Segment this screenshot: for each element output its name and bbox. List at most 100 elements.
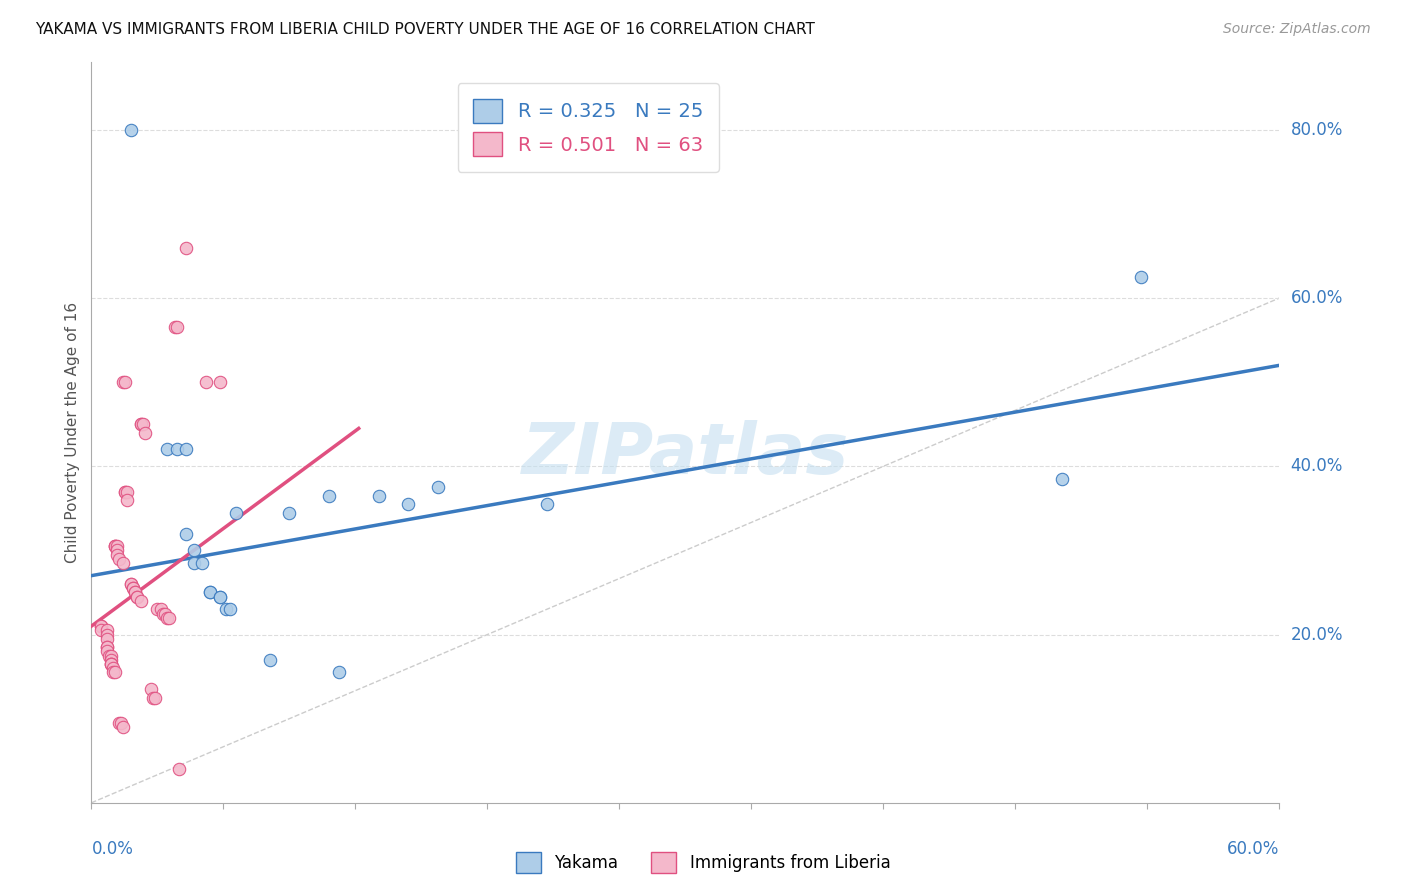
Point xyxy=(200,585,222,599)
Point xyxy=(115,492,138,507)
Point xyxy=(96,644,118,658)
Point xyxy=(157,611,180,625)
Point xyxy=(122,581,145,595)
Point xyxy=(101,665,124,680)
Text: 60.0%: 60.0% xyxy=(1227,840,1279,858)
Point xyxy=(166,442,188,457)
Point xyxy=(1129,270,1152,285)
Point xyxy=(124,585,146,599)
Point xyxy=(124,585,146,599)
Point xyxy=(200,585,222,599)
Point xyxy=(114,375,136,389)
Point xyxy=(96,627,118,641)
Point xyxy=(120,122,142,136)
Point xyxy=(112,556,135,570)
Point xyxy=(152,607,174,621)
Point xyxy=(100,648,122,663)
Point xyxy=(142,690,165,705)
Point xyxy=(426,480,449,494)
Point xyxy=(129,417,152,432)
Point xyxy=(120,577,142,591)
Point xyxy=(129,594,152,608)
Point xyxy=(153,607,176,621)
Point xyxy=(104,539,127,553)
Point xyxy=(122,581,145,595)
Point xyxy=(134,425,156,440)
Point xyxy=(278,506,301,520)
Point xyxy=(105,543,128,558)
Point xyxy=(225,506,247,520)
Text: 80.0%: 80.0% xyxy=(1291,120,1343,139)
Legend: R = 0.325   N = 25, R = 0.501   N = 63: R = 0.325 N = 25, R = 0.501 N = 63 xyxy=(457,83,718,171)
Point xyxy=(105,548,128,562)
Point xyxy=(114,484,136,499)
Point xyxy=(367,489,389,503)
Point xyxy=(209,590,232,604)
Point xyxy=(100,653,122,667)
Point xyxy=(176,240,198,255)
Text: 40.0%: 40.0% xyxy=(1291,458,1343,475)
Point xyxy=(104,539,127,553)
Point xyxy=(96,640,118,655)
Point xyxy=(120,577,142,591)
Point xyxy=(112,720,135,734)
Point xyxy=(110,715,132,730)
Point xyxy=(1050,472,1073,486)
Y-axis label: Child Poverty Under the Age of 16: Child Poverty Under the Age of 16 xyxy=(65,302,80,563)
Point xyxy=(132,417,155,432)
Point xyxy=(115,484,138,499)
Point xyxy=(219,602,242,616)
Point xyxy=(396,497,419,511)
Point xyxy=(96,624,118,638)
Point xyxy=(195,375,218,389)
Text: 60.0%: 60.0% xyxy=(1291,289,1343,307)
Point xyxy=(536,497,558,511)
Point xyxy=(209,590,232,604)
Point xyxy=(90,619,112,633)
Point xyxy=(114,484,136,499)
Point xyxy=(104,539,127,553)
Point xyxy=(100,657,122,671)
Text: 0.0%: 0.0% xyxy=(91,840,134,858)
Text: Source: ZipAtlas.com: Source: ZipAtlas.com xyxy=(1223,22,1371,37)
Point xyxy=(166,320,188,334)
Point xyxy=(96,640,118,655)
Point xyxy=(90,624,112,638)
Point xyxy=(328,665,350,680)
Point xyxy=(104,665,127,680)
Point xyxy=(183,556,205,570)
Point xyxy=(163,320,186,334)
Point xyxy=(145,602,167,616)
Point xyxy=(108,551,131,566)
Point xyxy=(176,526,198,541)
Point xyxy=(96,632,118,646)
Point xyxy=(143,690,166,705)
Text: YAKAMA VS IMMIGRANTS FROM LIBERIA CHILD POVERTY UNDER THE AGE OF 16 CORRELATION : YAKAMA VS IMMIGRANTS FROM LIBERIA CHILD … xyxy=(35,22,815,37)
Point xyxy=(215,602,238,616)
Point xyxy=(112,375,135,389)
Text: ZIPatlas: ZIPatlas xyxy=(522,420,849,490)
Point xyxy=(156,442,179,457)
Point xyxy=(98,648,121,663)
Point xyxy=(209,375,232,389)
Point xyxy=(156,611,179,625)
Point xyxy=(125,590,148,604)
Point xyxy=(101,661,124,675)
Point xyxy=(100,657,122,671)
Point xyxy=(318,489,340,503)
Point xyxy=(176,442,198,457)
Point xyxy=(191,556,214,570)
Point xyxy=(108,715,131,730)
Legend: Yakama, Immigrants from Liberia: Yakama, Immigrants from Liberia xyxy=(509,846,897,880)
Point xyxy=(129,417,152,432)
Point xyxy=(149,602,172,616)
Text: 20.0%: 20.0% xyxy=(1291,625,1343,643)
Point xyxy=(90,619,112,633)
Point xyxy=(139,682,162,697)
Point xyxy=(259,653,281,667)
Point xyxy=(100,657,122,671)
Point xyxy=(105,539,128,553)
Point xyxy=(125,590,148,604)
Point xyxy=(183,543,205,558)
Point xyxy=(167,762,190,776)
